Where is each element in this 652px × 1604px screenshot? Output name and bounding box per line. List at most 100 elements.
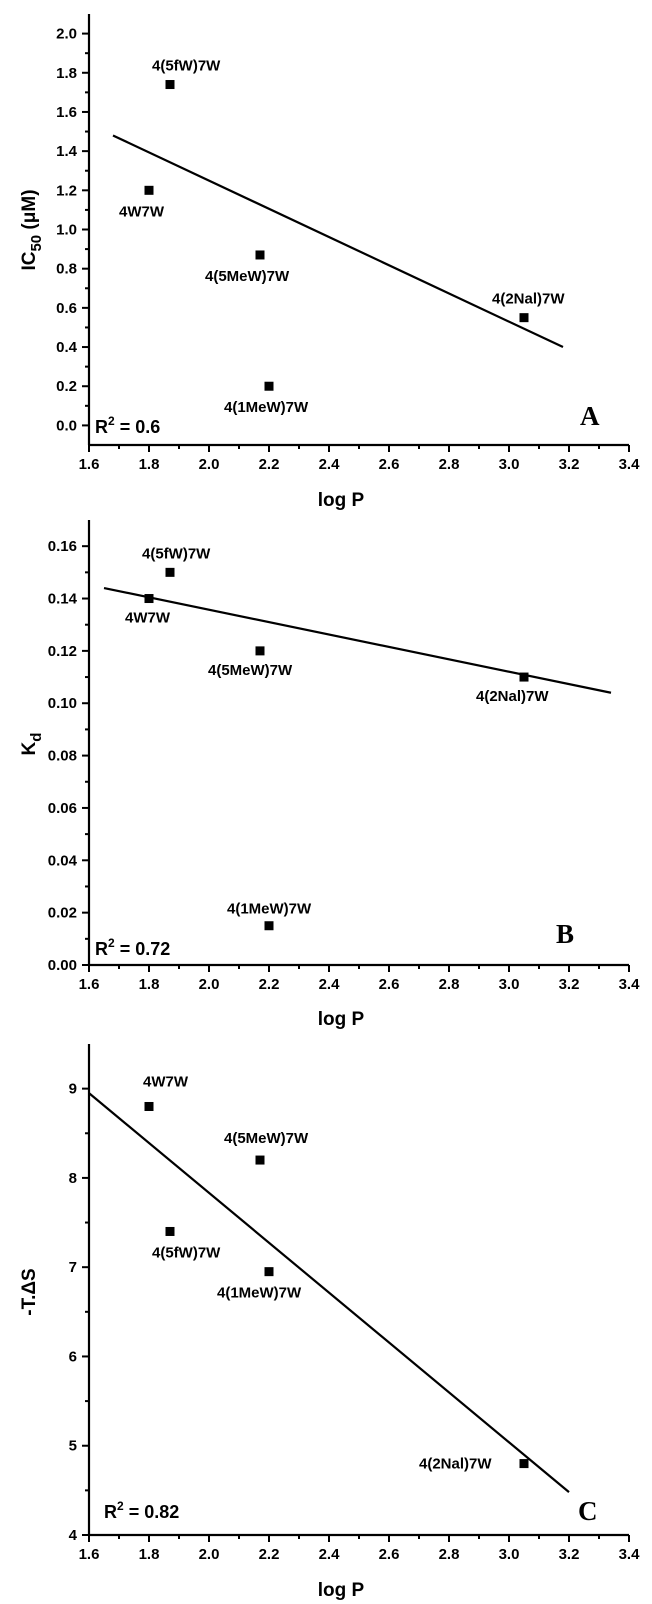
y-tick-label: 0.16	[48, 538, 77, 555]
y-tick-label: 9	[69, 1081, 77, 1098]
x-tick-label: 2.0	[199, 456, 220, 473]
y-tick-label: 0.0	[56, 417, 77, 434]
x-tick-label: 3.2	[559, 976, 580, 993]
data-point	[264, 921, 274, 931]
y-tick-label: 1.6	[56, 104, 77, 121]
y-tick-label: 0.8	[56, 261, 77, 278]
x-tick-label: 1.6	[79, 1546, 100, 1563]
x-tick-label: 1.8	[139, 1546, 160, 1563]
y-tick-label: 5	[69, 1438, 77, 1455]
y-tick-label: 0.00	[48, 957, 77, 974]
data-point	[144, 185, 154, 195]
x-tick-label: 3.0	[499, 1546, 520, 1563]
x-tick-label: 2.8	[439, 456, 460, 473]
data-point	[165, 80, 175, 90]
x-tick-label: 2.2	[259, 1546, 280, 1563]
x-tick-label: 3.0	[499, 976, 520, 993]
x-tick-label: 2.4	[319, 976, 341, 993]
x-tick-label: 3.4	[619, 976, 641, 993]
y-tick-label: 2.0	[56, 26, 77, 43]
data-point-label: 4(1MeW)7W	[217, 1285, 302, 1302]
r-squared-label: R2 = 0.82	[104, 1499, 179, 1522]
chart-panel-a: 1.6 1.8 2.0 2.2 2.4 2.6 2.8 3.0 3.2 3.4 0.0 0.2 0.4 0…	[19, 14, 640, 511]
x-tick-label: 3.4	[619, 456, 641, 473]
x-tick-label: 3.2	[559, 456, 580, 473]
r-squared-label: R2 = 0.6	[95, 414, 160, 437]
y-axis-title: IC50 (μM)	[19, 189, 45, 270]
x-axis-title: log P	[318, 1580, 365, 1601]
data-point-label: 4(1MeW)7W	[227, 901, 312, 918]
y-tick-label: 0.10	[48, 695, 77, 712]
x-tick-label: 2.2	[259, 456, 280, 473]
data-point	[264, 381, 274, 391]
y-tick-label: 0.14	[48, 591, 78, 608]
data-point	[519, 1459, 529, 1469]
data-point	[264, 1267, 274, 1277]
data-point	[144, 594, 154, 604]
y-tick-label: 0.04	[48, 852, 78, 869]
data-point-label: 4(2Nal)7W	[476, 688, 549, 705]
data-point	[255, 250, 265, 260]
y-tick-label: 6	[69, 1348, 77, 1365]
x-tick-label: 3.0	[499, 456, 520, 473]
chart-panel-b: 1.6 1.8 2.0 2.2 2.4 2.6 2.8 3.0 3.2 3.4 0.00 0.02 0.…	[19, 520, 640, 1030]
x-tick-label: 2.0	[199, 976, 220, 993]
panel-letter: A	[580, 401, 600, 431]
data-point	[165, 1226, 175, 1236]
y-tick-label: 1.4	[56, 143, 78, 160]
regression-line	[112, 134, 564, 349]
panel-letter: B	[556, 919, 574, 949]
data-point	[519, 672, 529, 682]
data-point-label: 4W7W	[143, 1073, 189, 1090]
data-point	[255, 646, 265, 656]
data-point	[255, 1155, 265, 1165]
data-point-label: 4(2Nal)7W	[419, 1456, 492, 1473]
regression-line	[88, 1092, 570, 1493]
data-point-label: 4W7W	[125, 610, 171, 627]
x-tick-label: 2.0	[199, 1546, 220, 1563]
data-point-label: 4(5MeW)7W	[208, 662, 293, 679]
y-axis-title: Kd	[19, 733, 45, 756]
data-point-label: 4(5fW)7W	[152, 58, 221, 75]
x-tick-label: 2.6	[379, 976, 400, 993]
x-tick-label: 2.2	[259, 976, 280, 993]
regression-line	[103, 586, 612, 694]
y-tick-label: 8	[69, 1170, 77, 1187]
panel-letter: C	[578, 1496, 598, 1526]
x-tick-label: 1.6	[79, 456, 100, 473]
data-point	[519, 313, 529, 323]
x-axis-title: log P	[318, 490, 365, 511]
data-point-label: 4(5fW)7W	[152, 1244, 221, 1261]
x-tick-label: 2.8	[439, 976, 460, 993]
x-tick-label: 2.6	[379, 1546, 400, 1563]
data-point	[144, 1101, 154, 1111]
y-tick-label: 1.0	[56, 222, 77, 239]
y-tick-label: 7	[69, 1259, 77, 1276]
x-tick-label: 2.6	[379, 456, 400, 473]
data-point-label: 4W7W	[119, 203, 165, 220]
r-squared-label: R2 = 0.72	[95, 936, 170, 959]
y-tick-label: 0.06	[48, 800, 77, 817]
y-tick-label: 0.02	[48, 905, 77, 922]
y-tick-label: 0.12	[48, 643, 77, 660]
x-tick-label: 3.2	[559, 1546, 580, 1563]
chart-panel-c: 1.6 1.8 2.0 2.2 2.4 2.6 2.8 3.0 3.2 3.4 4 5 6 7 8 9 log …	[19, 1044, 640, 1601]
data-point-label: 4(5fW)7W	[142, 545, 211, 562]
x-tick-label: 1.6	[79, 976, 100, 993]
x-tick-label: 3.4	[619, 1546, 641, 1563]
y-axis-title: -T.ΔS	[19, 1268, 40, 1315]
y-tick-label: 0.6	[56, 300, 77, 317]
y-tick-label: 0.08	[48, 748, 77, 765]
y-tick-label: 0.2	[56, 378, 77, 395]
x-tick-label: 1.8	[139, 456, 160, 473]
y-tick-label: 4	[69, 1527, 78, 1544]
y-tick-label: 1.8	[56, 65, 77, 82]
data-point	[165, 567, 175, 577]
x-tick-label: 2.4	[319, 1546, 341, 1563]
data-point-label: 4(5MeW)7W	[205, 268, 290, 285]
x-tick-label: 2.8	[439, 1546, 460, 1563]
x-tick-label: 1.8	[139, 976, 160, 993]
y-tick-label: 1.2	[56, 182, 77, 199]
y-tick-label: 0.4	[56, 339, 78, 356]
